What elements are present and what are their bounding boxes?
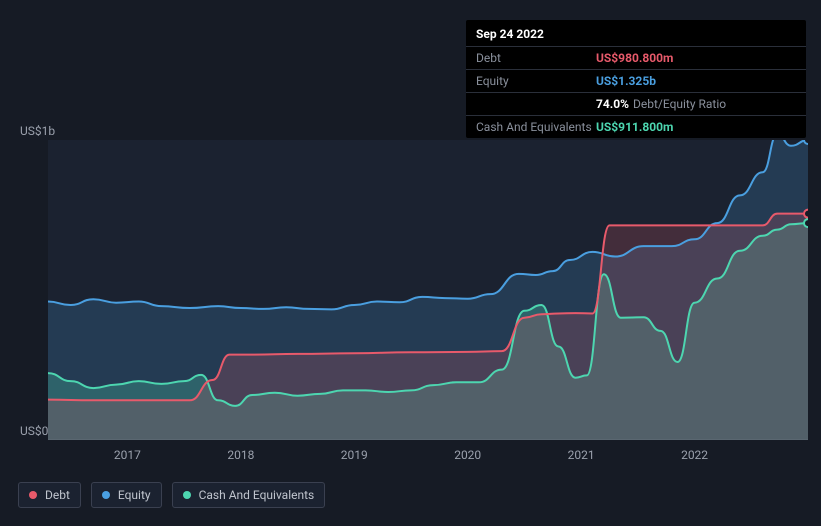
x-tick-label: 2017 xyxy=(114,448,141,462)
tooltip-value: US$980.800m xyxy=(596,51,673,65)
tooltip-value: US$1.325b xyxy=(596,74,656,88)
hover-dot-equity xyxy=(804,140,808,144)
legend-item-equity[interactable]: Equity xyxy=(91,482,162,508)
legend-label: Cash And Equivalents xyxy=(199,488,315,502)
legend-marker-icon xyxy=(102,491,110,499)
tooltip-label: Debt xyxy=(476,51,596,65)
legend-marker-icon xyxy=(183,491,191,499)
legend-label: Debt xyxy=(45,488,70,502)
x-tick-label: 2020 xyxy=(454,448,481,462)
x-tick-label: 2018 xyxy=(227,448,254,462)
tooltip-label: Cash And Equivalents xyxy=(476,120,596,134)
chart-container: Sep 24 2022 Debt US$980.800m Equity US$1… xyxy=(0,0,821,526)
tooltip-row-debt: Debt US$980.800m xyxy=(466,46,806,69)
tooltip-ratio-label: Debt/Equity Ratio xyxy=(633,97,726,111)
tooltip-label: Equity xyxy=(476,74,596,88)
tooltip-value: US$911.800m xyxy=(596,120,673,134)
tooltip-row-ratio: 74.0% Debt/Equity Ratio xyxy=(466,92,806,115)
x-tick-label: 2022 xyxy=(681,448,708,462)
tooltip-label xyxy=(476,97,596,111)
financials-chart[interactable] xyxy=(18,140,808,440)
y-axis-label-max: US$1b xyxy=(20,124,55,138)
hover-dot-debt xyxy=(804,210,808,218)
hover-dot-cash xyxy=(804,219,808,227)
legend-label: Equity xyxy=(118,488,151,502)
legend-item-cash[interactable]: Cash And Equivalents xyxy=(172,482,326,508)
legend-marker-icon xyxy=(29,491,37,499)
tooltip-row-equity: Equity US$1.325b xyxy=(466,69,806,92)
x-tick-label: 2019 xyxy=(341,448,368,462)
x-tick-label: 2021 xyxy=(568,448,595,462)
chart-tooltip: Sep 24 2022 Debt US$980.800m Equity US$1… xyxy=(466,20,806,138)
legend-item-debt[interactable]: Debt xyxy=(18,482,81,508)
tooltip-ratio-value: 74.0% xyxy=(596,97,629,111)
chart-legend: Debt Equity Cash And Equivalents xyxy=(18,482,325,508)
tooltip-row-cash: Cash And Equivalents US$911.800m xyxy=(466,115,806,138)
x-axis: 2017 2018 2019 2020 2021 2022 xyxy=(18,448,808,468)
tooltip-date: Sep 24 2022 xyxy=(466,20,806,46)
